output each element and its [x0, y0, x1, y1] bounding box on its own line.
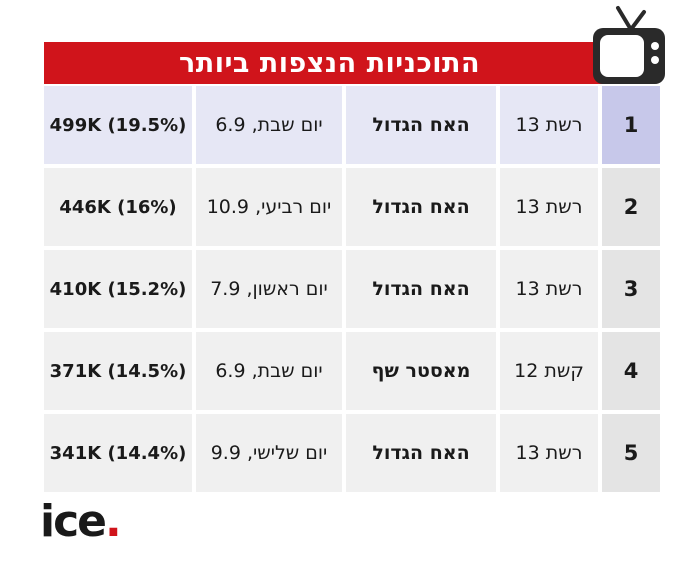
show-cell: האח הגדול [346, 250, 496, 328]
day-cell: יום ראשון, 7.9 [196, 250, 342, 328]
channel-cell: רשת 13 [500, 250, 598, 328]
day-cell: יום שבת, 6.9 [196, 86, 342, 164]
logo-dot: . [105, 496, 122, 547]
rank-cell: 2 [602, 168, 660, 246]
logo-text: ice [40, 496, 107, 547]
channel-cell: רשת 13 [500, 86, 598, 164]
day-cell: יום שלישי, 9.9 [196, 414, 342, 492]
rating-cell: 446K (16%) [44, 168, 192, 246]
table-row: 341K (14.4%) יום שלישי, 9.9 האח הגדול רש… [44, 414, 660, 492]
rank-cell: 3 [602, 250, 660, 328]
rank-cell: 5 [602, 414, 660, 492]
rating-cell: 341K (14.4%) [44, 414, 192, 492]
rating-cell: 371K (14.5%) [44, 332, 192, 410]
channel-cell: רשת 13 [500, 168, 598, 246]
rank-cell: 4 [602, 332, 660, 410]
table-row: 371K (14.5%) יום שבת, 6.9 מאסטר שף קשת 1… [44, 332, 660, 410]
channel-cell: רשת 13 [500, 414, 598, 492]
table-row: 410K (15.2%) יום ראשון, 7.9 האח הגדול רש… [44, 250, 660, 328]
tv-icon [593, 6, 665, 84]
rank-cell: 1 [602, 86, 660, 164]
rating-cell: 499K (19.5%) [44, 86, 192, 164]
channel-cell: קשת 12 [500, 332, 598, 410]
day-cell: יום שבת, 6.9 [196, 332, 342, 410]
table-row: 499K (19.5%) יום שבת, 6.9 האח הגדול רשת … [44, 86, 660, 164]
show-cell: האח הגדול [346, 168, 496, 246]
show-cell: האח הגדול [346, 86, 496, 164]
ice-logo: ice. [40, 500, 122, 544]
day-cell: יום רביעי, 10.9 [196, 168, 342, 246]
table-row: 446K (16%) יום רביעי, 10.9 האח הגדול רשת… [44, 168, 660, 246]
show-cell: האח הגדול [346, 414, 496, 492]
page-title: התוכניות הנצפות ביותר [44, 42, 615, 84]
rating-cell: 410K (15.2%) [44, 250, 192, 328]
show-cell: מאסטר שף [346, 332, 496, 410]
